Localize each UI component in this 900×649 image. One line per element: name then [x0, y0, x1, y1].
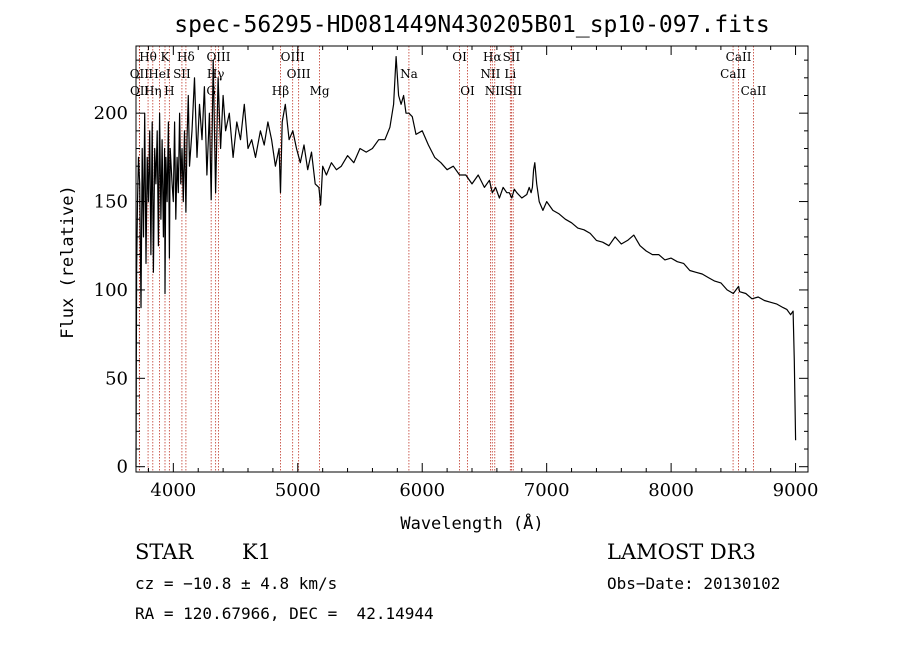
x-tick-label-2: 6000: [399, 480, 445, 501]
y-tick-label-3: 150: [94, 192, 128, 213]
line-label-4: HeI: [148, 67, 171, 81]
line-label-12: OIII: [281, 50, 305, 64]
x-axis-label: Wavelength (Å): [400, 512, 543, 534]
y-axis-ticks: 0 50 100 150 200: [94, 59, 808, 478]
spectral-line-labels: Hθ OII OII K HeI Hη H Hδ SII OIII Hγ G OIII OIII Hβ Mg N…: [130, 50, 767, 98]
chart-title: spec-56295-HD081449N430205B01_sp10-097.f…: [174, 12, 769, 38]
line-label-5: Hη: [144, 84, 162, 98]
line-label-0: Hθ: [139, 50, 157, 64]
line-label-10: Hγ: [207, 67, 225, 81]
line-label-11: G: [206, 84, 216, 98]
x-tick-label-0: 4000: [150, 480, 196, 501]
y-tick-label-2: 100: [94, 280, 128, 301]
x-tick-label-1: 5000: [275, 480, 321, 501]
line-label-17: OI: [452, 50, 467, 64]
line-label-7: Hδ: [177, 50, 195, 64]
x-tick-label-4: 8000: [648, 480, 694, 501]
line-label-18: OI: [460, 84, 475, 98]
line-label-16: Na: [400, 67, 418, 81]
survey-name: LAMOST DR3: [607, 540, 756, 564]
line-label-9: OIII: [206, 50, 230, 64]
line-label-1: OII: [130, 67, 150, 81]
spectrum-line: [135, 56, 797, 467]
line-label-25: CaII: [726, 50, 752, 64]
x-tick-label-5: 9000: [773, 480, 819, 501]
y-axis-label: Flux (relative): [58, 185, 78, 339]
line-label-8: SII: [173, 67, 191, 81]
obs-date: Obs−Date: 20130102: [607, 574, 781, 593]
line-label-19: Hα: [483, 50, 502, 64]
object-subclass: K1: [242, 540, 272, 564]
y-tick-label-1: 50: [105, 368, 128, 389]
y-tick-label-0: 0: [117, 457, 128, 478]
line-label-6: H: [164, 84, 174, 98]
line-label-26: CaII: [720, 67, 746, 81]
x-tick-label-3: 7000: [524, 480, 570, 501]
spectral-line-markers: [138, 46, 754, 472]
y-tick-label-4: 200: [94, 103, 128, 124]
line-label-3: K: [161, 50, 171, 64]
line-label-24: SII: [504, 84, 522, 98]
redshift-value: cz = −10.8 ± 4.8 km/s: [135, 574, 338, 593]
line-label-2: OII: [130, 84, 150, 98]
plot-frame: [135, 45, 809, 473]
x-axis-ticks: 4000 5000 6000 7000 8000 9000: [147, 46, 819, 501]
line-label-22: SII: [503, 50, 521, 64]
coordinates: RA = 120.67966, DEC = 42.14944: [135, 604, 434, 623]
line-label-23: Li: [504, 67, 516, 81]
line-label-20: NII: [480, 67, 500, 81]
line-label-13: OIII: [287, 67, 311, 81]
line-label-27: CaII: [741, 84, 767, 98]
object-class: STAR: [135, 540, 194, 564]
line-label-14: Hβ: [272, 84, 289, 98]
line-label-15: Mg: [310, 84, 330, 98]
spectrum-chart: spec-56295-HD081449N430205B01_sp10-097.f…: [58, 12, 819, 534]
line-label-21: NII: [485, 84, 505, 98]
